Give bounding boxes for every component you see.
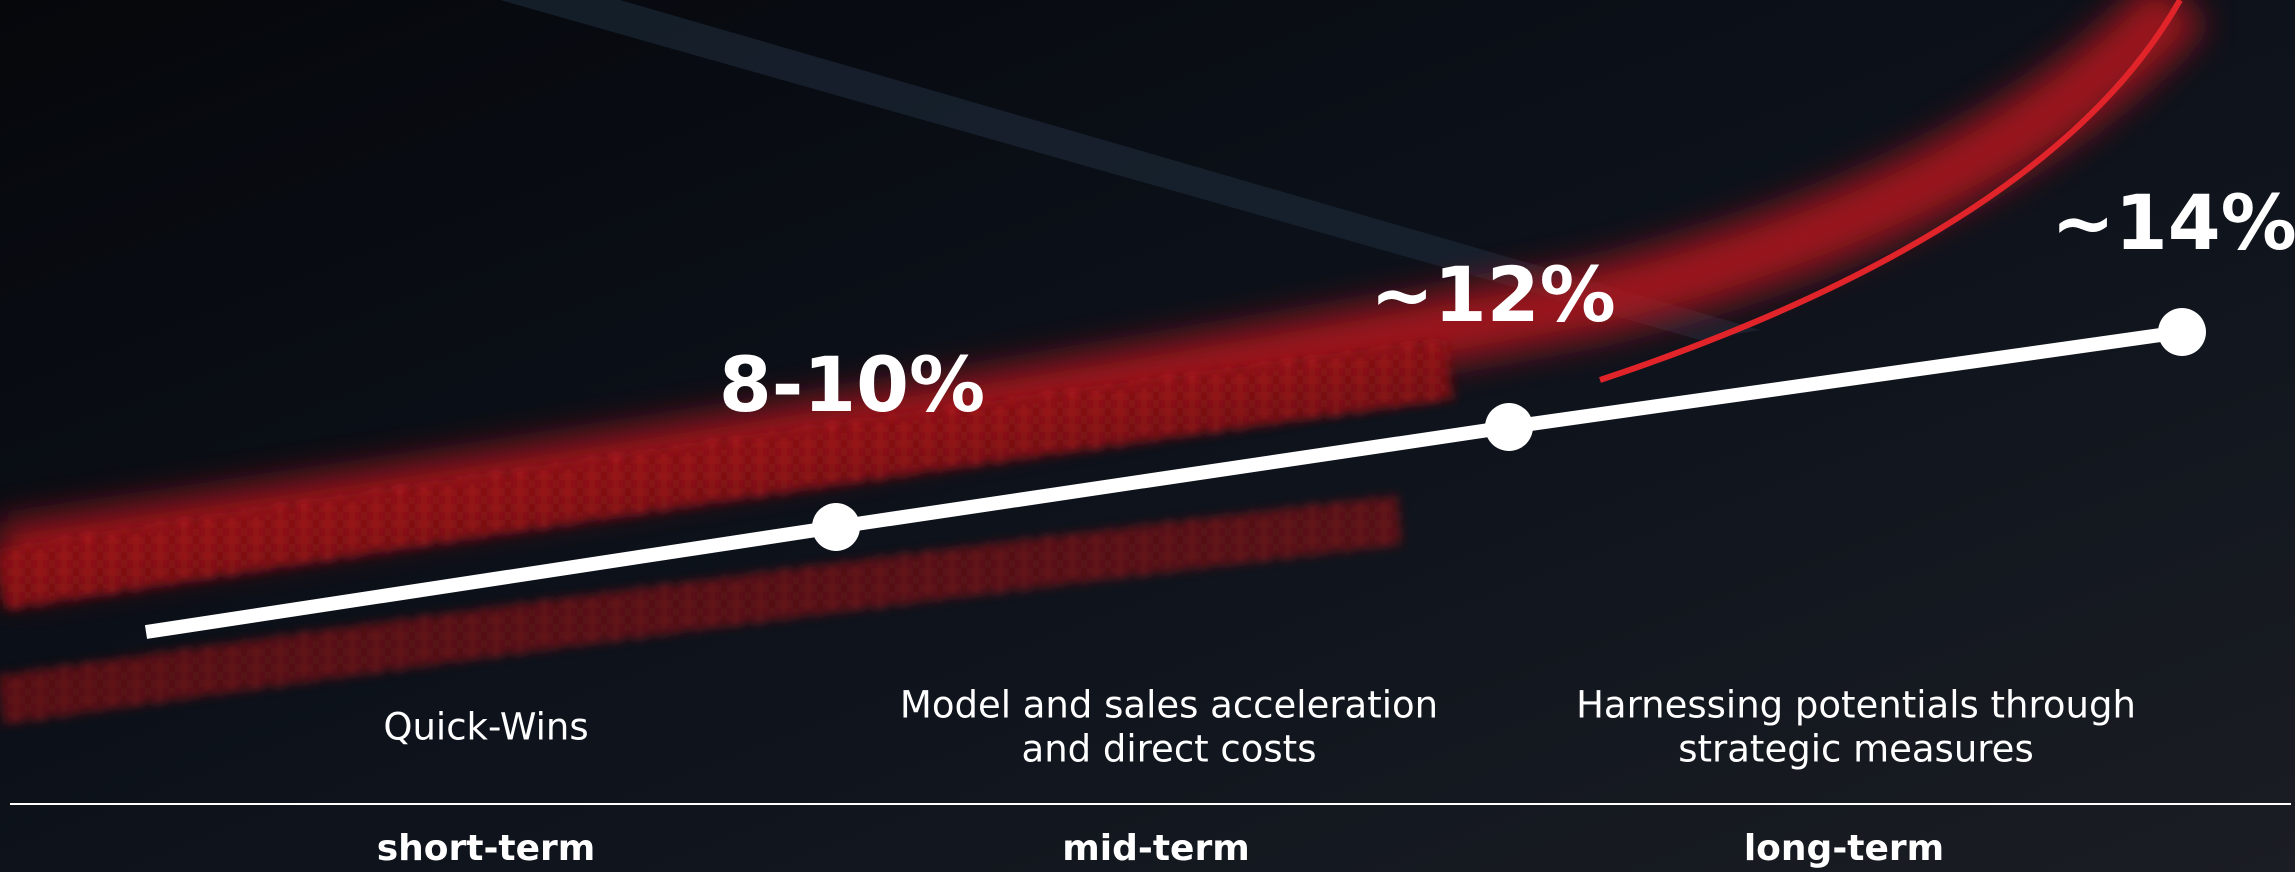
value-label: 8-10% [719,340,985,429]
light-pixels [0,340,1454,610]
light-edge [1599,0,2183,383]
term-label: long-term [1744,828,1944,869]
description: and direct costs [1022,728,1317,771]
trend-line [144,325,2183,639]
description: Model and sales acceleration [900,684,1438,727]
milestone-dot [1485,403,1533,451]
milestone-dot [2158,308,2206,356]
description: Harnessing potentials through [1576,684,2136,727]
description: strategic measures [1678,728,2033,771]
car-highlight [500,0,1760,340]
term-label: short-term [377,828,596,869]
light-pixels-lower [0,495,1403,725]
term-label: mid-term [1062,828,1249,869]
value-label: ~14% [2051,178,2295,267]
description: Quick-Wins [383,706,588,749]
milestone-dot [812,503,860,551]
value-label: ~12% [1370,250,1616,339]
